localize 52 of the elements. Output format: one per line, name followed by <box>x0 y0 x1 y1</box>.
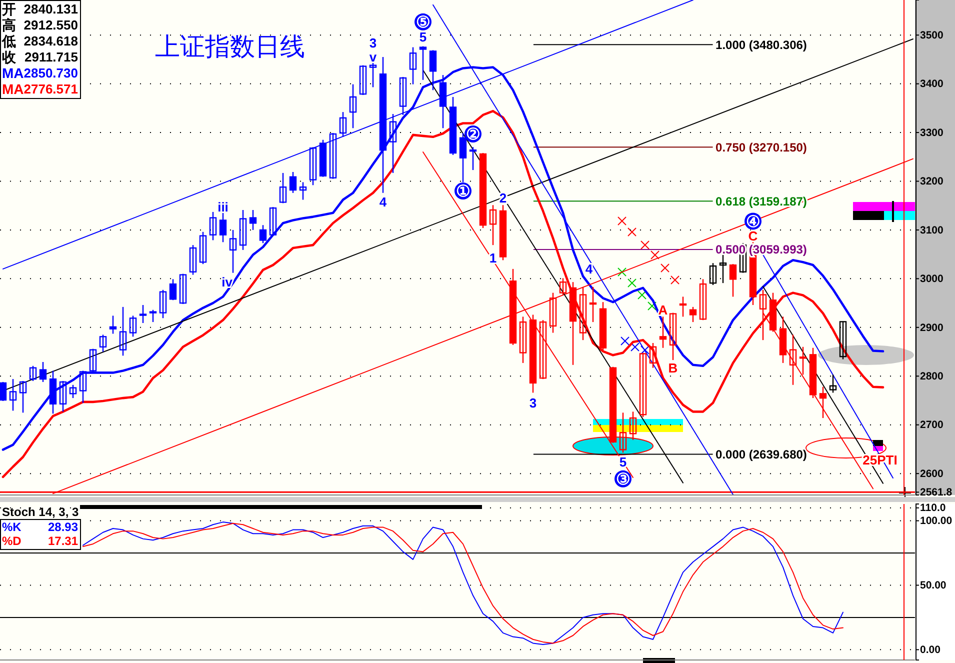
annotation: 4 <box>585 261 594 276</box>
ref-line-label: 0.750 (3270.150) <box>716 140 807 154</box>
annotation: B <box>668 360 678 376</box>
annotation: C <box>748 228 758 244</box>
annotation: 17.31 <box>48 534 78 548</box>
annotation: ② <box>466 126 480 144</box>
annotation: 高 <box>2 16 16 33</box>
text: %K <box>2 520 22 534</box>
y-tick-label: 3300 <box>920 126 944 139</box>
text: %D <box>2 534 22 548</box>
annotation: 2912.550 <box>24 18 78 33</box>
y-tick-label: 3500 <box>920 29 944 42</box>
annotation: 2840.131 <box>24 2 78 17</box>
y-tick-label: 3100 <box>920 224 944 236</box>
ref-line-label: 0.618 (3159.187) <box>716 194 807 208</box>
annotation: 3 <box>529 396 537 411</box>
annotation: 低 <box>1 32 16 49</box>
annotation: ⑤ <box>416 14 430 32</box>
y-tick-label: 2800 <box>920 370 944 382</box>
annotation: ① <box>456 184 470 201</box>
chart-title: Stoch 14, 3, 3 <box>2 505 80 519</box>
y-tick-label: 2900 <box>920 322 944 334</box>
y-tick-label: 50.00 <box>920 580 946 592</box>
y-tick-label: 2561.8 <box>920 486 952 499</box>
y-tick-label: 2600 <box>920 468 944 480</box>
annotation: ③ <box>616 472 630 489</box>
y-tick-label: 110.0 <box>920 502 946 514</box>
annotation: A <box>658 302 668 318</box>
annotation: 收 <box>2 48 17 65</box>
text: MA <box>2 64 24 81</box>
y-tick-label: 3400 <box>920 78 944 90</box>
annotation: 2911.715 <box>24 50 78 65</box>
annotation: 28.93 <box>48 520 78 534</box>
annotation: iv <box>222 274 234 290</box>
y-tick-label: 2700 <box>920 419 944 432</box>
y-tick-label: 3000 <box>920 273 944 286</box>
text: MA <box>2 80 24 97</box>
annotation: 2850.730 <box>24 66 78 81</box>
annotation: 5 <box>419 30 427 45</box>
annotation: 2776.571 <box>24 82 78 97</box>
y-tick-label: 0.00 <box>920 644 941 656</box>
y-tick-label: 3200 <box>920 176 944 188</box>
text: 上证指数日线 <box>155 32 305 61</box>
ref-line-label: 0.000 (2639.680) <box>716 447 807 462</box>
ref-line-label: 1.000 (3480.306) <box>716 38 807 52</box>
annotation: 2834.618 <box>24 34 78 49</box>
annotation: 开 <box>1 0 16 17</box>
y-tick-label: 100.00 <box>920 515 952 528</box>
annotation: ④ <box>746 214 760 231</box>
annotation: 4 <box>379 194 388 210</box>
annotation: 3 <box>369 36 377 51</box>
annotation: iii <box>218 200 228 215</box>
